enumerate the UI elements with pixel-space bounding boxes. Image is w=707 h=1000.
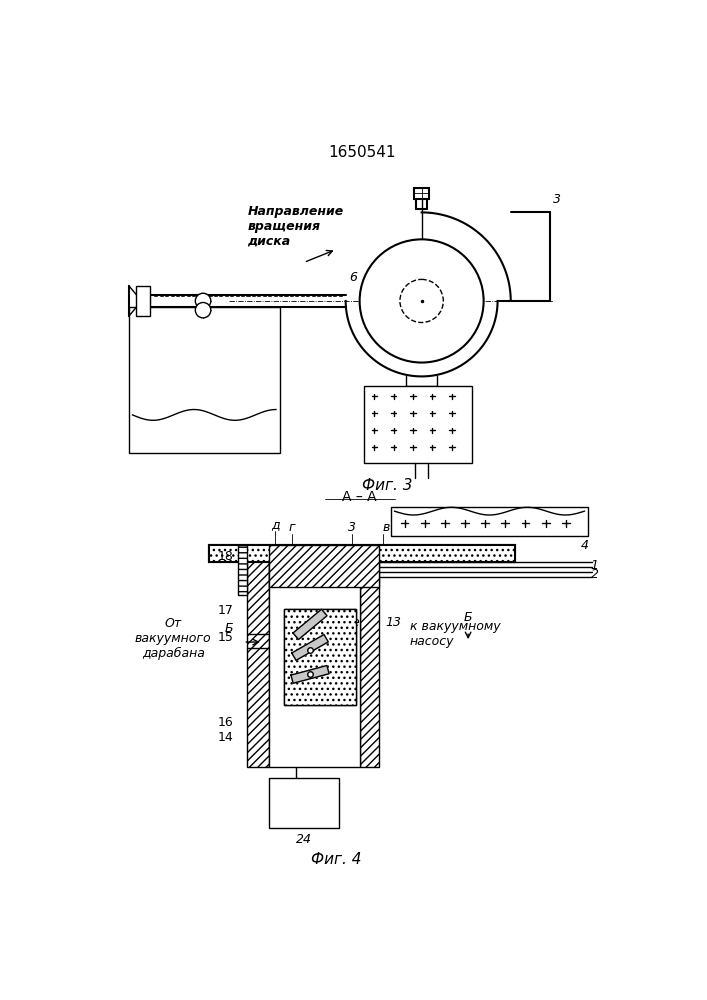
Text: 24: 24 <box>296 833 312 846</box>
Bar <box>269 562 360 767</box>
Text: От
вакуумного
дарабана: От вакуумного дарабана <box>135 617 211 660</box>
Text: Направление
вращения
диска: Направление вращения диска <box>247 205 344 248</box>
Text: Б: Б <box>225 622 233 635</box>
Text: д: д <box>271 518 279 531</box>
Bar <box>209 545 515 562</box>
Text: г: г <box>289 521 296 534</box>
Bar <box>414 188 429 199</box>
Text: 17: 17 <box>218 604 233 617</box>
Bar <box>209 545 515 562</box>
Text: 3: 3 <box>348 521 356 534</box>
Text: 1650541: 1650541 <box>328 145 396 160</box>
Text: 6: 6 <box>349 271 358 284</box>
Text: 2: 2 <box>590 568 599 581</box>
Polygon shape <box>292 635 328 660</box>
Text: 4: 4 <box>580 539 588 552</box>
Text: 15: 15 <box>218 631 233 644</box>
Polygon shape <box>293 609 327 639</box>
Text: 3: 3 <box>554 193 561 206</box>
Text: е: е <box>352 616 360 629</box>
Polygon shape <box>291 666 329 683</box>
Bar <box>391 507 588 536</box>
Circle shape <box>360 239 484 363</box>
Text: 16: 16 <box>218 716 233 729</box>
Text: Фиг. 4: Фиг. 4 <box>311 852 361 866</box>
Bar <box>136 286 151 316</box>
Bar <box>269 778 339 828</box>
Bar <box>129 307 280 453</box>
Text: А – А: А – А <box>342 490 377 504</box>
Bar <box>284 609 356 705</box>
Circle shape <box>195 293 211 309</box>
Bar <box>269 545 379 587</box>
Circle shape <box>400 279 443 323</box>
Text: к вакуумному
насосу: к вакуумному насосу <box>410 620 501 648</box>
Text: Б: Б <box>464 611 472 624</box>
Bar <box>247 545 269 767</box>
Text: в: в <box>383 521 390 534</box>
Text: 13: 13 <box>385 616 401 629</box>
Bar <box>238 545 247 595</box>
Text: 14: 14 <box>218 731 233 744</box>
Text: Фиг. 3: Фиг. 3 <box>361 478 412 493</box>
Text: 18: 18 <box>218 550 233 563</box>
Bar <box>284 609 356 705</box>
Bar <box>360 562 379 767</box>
Text: 1: 1 <box>590 559 599 572</box>
Circle shape <box>195 302 211 318</box>
Bar <box>363 386 472 463</box>
